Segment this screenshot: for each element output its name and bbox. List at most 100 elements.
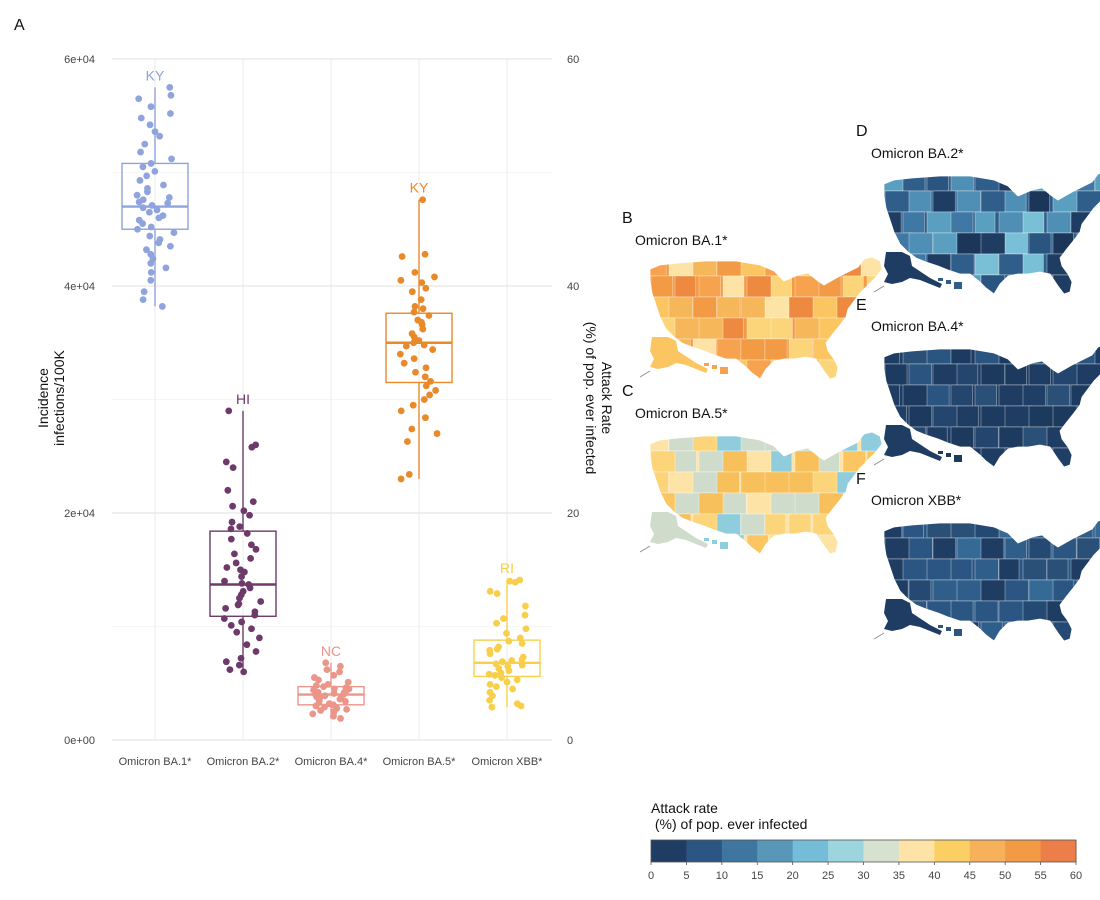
state-region	[842, 317, 868, 340]
data-point	[153, 206, 161, 214]
legend-swatches	[650, 839, 1077, 863]
state-region	[812, 471, 839, 494]
data-point	[486, 650, 494, 658]
state-region	[1094, 600, 1100, 623]
state-region	[1028, 232, 1052, 255]
data-point	[248, 625, 255, 633]
y2-tick-label: 40	[567, 281, 579, 293]
hawaii	[938, 278, 962, 289]
state-region	[698, 275, 722, 298]
state-region	[998, 211, 1027, 234]
legend-label: 50	[999, 870, 1011, 882]
state-region	[1028, 537, 1052, 560]
data-point	[251, 611, 259, 619]
legend-swatch	[1005, 840, 1042, 862]
data-point	[336, 662, 344, 670]
data-point	[139, 163, 147, 171]
data-point	[147, 103, 155, 111]
state-region	[674, 317, 701, 340]
data-point	[421, 250, 429, 258]
data-point	[433, 430, 441, 437]
data-point	[136, 177, 144, 184]
state-region	[692, 338, 717, 361]
panel-letter-a: A	[14, 17, 25, 34]
data-point	[147, 259, 155, 267]
state-region	[722, 492, 747, 515]
data-point	[402, 342, 410, 350]
data-point	[493, 683, 500, 691]
state-region	[998, 172, 1027, 192]
data-point	[322, 659, 330, 667]
data-point	[247, 541, 255, 549]
data-point	[139, 220, 147, 227]
data-point	[225, 407, 233, 415]
state-region	[692, 513, 721, 536]
y-tick-label: 2e+04	[64, 508, 95, 520]
alaska	[873, 599, 942, 640]
state-region	[908, 579, 932, 602]
state-region	[956, 579, 982, 602]
data-point	[221, 577, 228, 585]
data-point	[412, 368, 419, 376]
data-point	[170, 229, 178, 237]
state-region	[974, 211, 996, 234]
state-region	[716, 257, 745, 277]
data-point	[426, 391, 434, 399]
legend-swatch	[934, 840, 971, 862]
state-region	[950, 558, 973, 581]
hawaii-island	[720, 542, 728, 549]
state-region	[860, 513, 882, 536]
data-point	[143, 172, 151, 180]
state-region	[884, 363, 908, 386]
state-region	[788, 296, 816, 319]
state-region	[932, 537, 957, 560]
state-region	[1070, 600, 1093, 623]
data-point	[410, 308, 418, 316]
state-region	[1022, 384, 1046, 407]
state-region	[902, 211, 925, 234]
data-point	[224, 486, 232, 494]
legend-label: 10	[716, 870, 728, 882]
state-region	[692, 471, 719, 494]
state-region	[950, 211, 974, 234]
data-point	[240, 507, 248, 515]
state-region	[1004, 621, 1027, 641]
state-region	[836, 338, 862, 361]
state-region	[1022, 426, 1051, 449]
state-region	[884, 384, 900, 407]
data-point	[140, 288, 148, 296]
state-region	[764, 432, 786, 452]
max-state-label: KY	[410, 180, 429, 196]
svg-text:Attack Rate(%) of pop. ever in: Attack Rate(%) of pop. ever infected	[583, 322, 615, 475]
state-region	[980, 579, 1007, 602]
state-region	[1094, 211, 1100, 234]
state-region	[1076, 537, 1100, 560]
legend-label: 45	[964, 870, 976, 882]
data-point	[229, 502, 237, 510]
alaska	[639, 512, 708, 553]
legend-swatch	[686, 840, 723, 862]
data-point	[518, 640, 526, 647]
data-point	[422, 364, 430, 372]
data-point	[397, 276, 405, 284]
map-title: Omicron BA.5*	[635, 405, 728, 421]
state-region	[794, 534, 822, 554]
state-region	[770, 359, 798, 379]
data-point	[222, 658, 230, 666]
state-region	[908, 537, 933, 560]
data-point	[344, 678, 352, 686]
data-point	[146, 232, 154, 240]
state-region	[1070, 211, 1100, 234]
data-point	[249, 498, 257, 506]
x-tick-label: Omicron XBB*	[472, 756, 544, 768]
data-point	[398, 253, 406, 260]
data-point	[337, 715, 344, 722]
legend-label: 15	[751, 870, 763, 882]
data-point	[493, 590, 501, 597]
state-region	[998, 345, 1025, 365]
data-point	[257, 598, 265, 605]
data-point	[411, 268, 419, 276]
panel-letter-d: D	[856, 123, 868, 140]
state-region	[974, 600, 999, 623]
state-region	[1028, 274, 1054, 294]
